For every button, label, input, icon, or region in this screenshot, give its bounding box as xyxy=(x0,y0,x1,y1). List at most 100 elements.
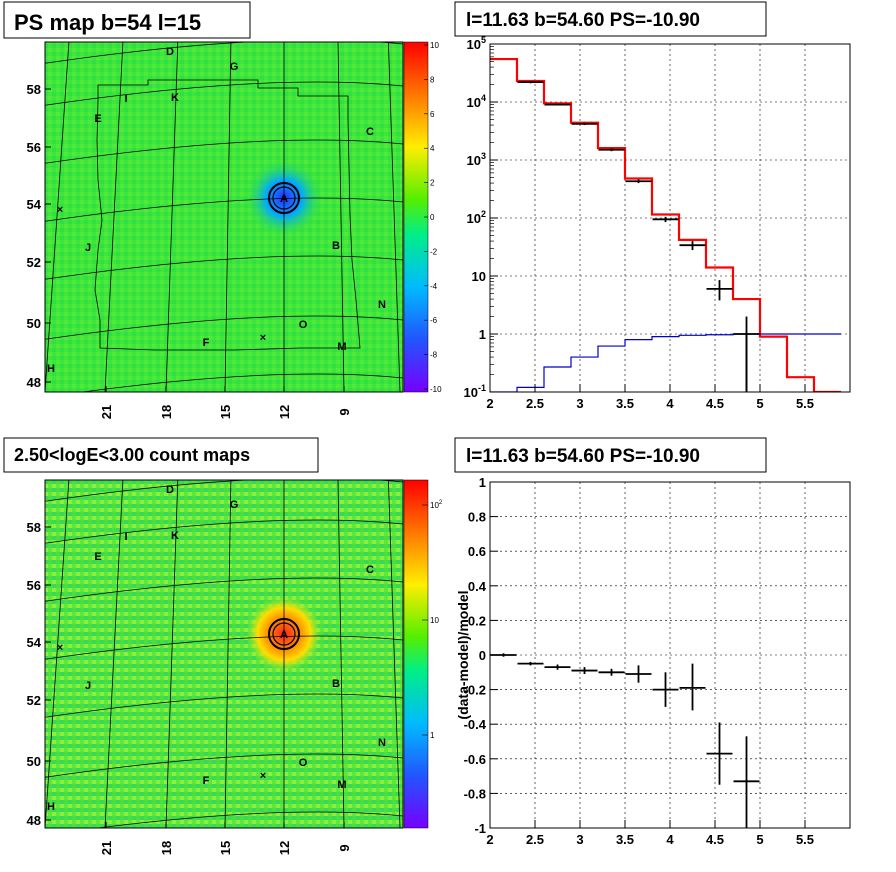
map-parallel xyxy=(45,693,403,718)
spectrum-y-tick-label: 103 xyxy=(467,151,486,168)
spectrum-background-histogram xyxy=(490,333,841,392)
residual-x-tick-label: 4 xyxy=(666,832,674,847)
spectrum-x-tick-label: 5 xyxy=(756,396,763,411)
spectrum-data-point xyxy=(517,81,544,84)
map-meridian xyxy=(337,42,345,392)
residual-data-point xyxy=(598,668,625,676)
spectrum-x-tick-label: 4.5 xyxy=(706,396,724,411)
source-label-C: C xyxy=(366,564,374,576)
source-label-D: D xyxy=(166,46,174,58)
spectrum-data-point xyxy=(679,241,706,251)
map-lat-tick-label: 52 xyxy=(27,255,41,270)
residual-y-tick-label: 0.4 xyxy=(468,579,487,594)
source-label-F: F xyxy=(203,337,210,349)
map-lat-tick-label: 52 xyxy=(27,693,41,708)
count-colorbar-tick-label: 1 xyxy=(430,731,435,740)
map-meridian xyxy=(45,42,70,392)
map-lon-tick-label: 9 xyxy=(337,844,352,851)
map-parallel xyxy=(45,197,403,222)
residual-x-tick-label: 3 xyxy=(576,832,583,847)
source-label-A: A xyxy=(280,629,288,641)
source-label-O: O xyxy=(299,319,308,331)
count-map-frame xyxy=(44,479,404,829)
residual-data-point xyxy=(625,665,652,683)
source-label-N: N xyxy=(378,299,386,311)
map-lat-tick-label: 58 xyxy=(27,520,41,535)
source-label-O: O xyxy=(299,757,308,769)
map-lon-tick-label: 21 xyxy=(99,841,114,855)
source-label-G: G xyxy=(230,499,239,511)
map-meridian xyxy=(388,42,401,392)
residual-data-point xyxy=(679,663,706,711)
ps-map-image: A B C D E F G H I J K M N O × × xyxy=(0,42,460,392)
source-label-E: E xyxy=(94,113,101,125)
residual-x-tick-label: 2.5 xyxy=(526,832,544,847)
map-lat-tick-label: 56 xyxy=(27,140,41,155)
source-label-J: J xyxy=(85,242,91,254)
map-cross-marker: × xyxy=(57,204,63,216)
spectrum-x-tick-label: 4 xyxy=(666,396,674,411)
count-colorbar-tick-label: 10 xyxy=(430,616,439,625)
source-label-K: K xyxy=(171,92,179,104)
map-meridian xyxy=(0,42,19,392)
spectrum-data-point xyxy=(706,280,733,301)
ps-colorbar-tick-label: 8 xyxy=(430,75,435,84)
source-label-H: H xyxy=(47,363,55,375)
source-label-J: J xyxy=(85,680,91,692)
count-colorbar-tick-label: 102 xyxy=(430,500,443,510)
ps-colorbar-tick-label: 4 xyxy=(430,144,435,153)
count-map-panel: 2.50<logE<3.00 count maps A B C D E F G H I J K M N O… xyxy=(3,437,443,855)
spectrum-data-point xyxy=(571,122,598,126)
ps-colorbar-tick-label: -2 xyxy=(430,247,438,256)
map-meridian xyxy=(442,42,460,392)
ps-map-frame xyxy=(44,41,404,393)
residual-data-point xyxy=(652,672,679,707)
residual-x-tick-label: 5 xyxy=(756,832,763,847)
source-label-M: M xyxy=(337,341,346,353)
spectrum-y-tick-label: 1 xyxy=(479,327,486,342)
map-lon-tick-label: 12 xyxy=(277,405,292,419)
residual-y-tick-label: -0.2 xyxy=(464,683,486,698)
source-label-B: B xyxy=(332,678,340,690)
spectrum-y-tick-label: 10-1 xyxy=(464,383,486,400)
residual-x-tick-label: 2 xyxy=(486,832,493,847)
map-parallel xyxy=(95,811,403,828)
map-lat-tick-label: 48 xyxy=(27,375,41,390)
map-lon-tick-label: 9 xyxy=(337,408,352,415)
residual-data-point xyxy=(571,667,598,675)
residual-y-axis-label: (data-model)/model xyxy=(455,590,471,719)
map-parallel xyxy=(45,255,403,280)
map-lat-tick-label: 48 xyxy=(27,813,41,828)
map-lat-tick-label: 56 xyxy=(27,578,41,593)
spectrum-title-box xyxy=(454,1,767,37)
map-lon-tick-label: 15 xyxy=(218,405,233,419)
count-map-title-box xyxy=(3,437,319,473)
map-meridian xyxy=(165,480,179,828)
spectrum-x-tick-label: 2 xyxy=(486,396,493,411)
map-meridian xyxy=(104,480,124,828)
residual-data-point xyxy=(706,722,733,785)
map-lat-tick-label: 54 xyxy=(27,635,42,650)
map-parallel xyxy=(45,577,403,602)
spectrum-x-tick-label: 5.5 xyxy=(796,396,814,411)
source-label-B: B xyxy=(332,240,340,252)
map-lat-tick-label: 50 xyxy=(27,316,41,331)
spectrum-y-tick-label: 104 xyxy=(467,93,486,110)
residual-data-point xyxy=(544,664,571,670)
ps-colorbar-tick-label: -8 xyxy=(430,351,438,360)
source-label-I: I xyxy=(124,93,127,105)
ps-colorbar-tick-label: -4 xyxy=(430,282,438,291)
spectrum-x-tick-label: 3.5 xyxy=(616,396,634,411)
source-label-I: I xyxy=(124,531,127,543)
residual-y-tick-label: -0.8 xyxy=(464,786,486,801)
map-parallel xyxy=(45,635,403,660)
ps-map-roi-outline xyxy=(94,79,361,351)
residual-data-point xyxy=(733,736,760,828)
spectrum-x-tick-label: 2.5 xyxy=(526,396,544,411)
spectrum-y-tick-label: 102 xyxy=(467,209,486,226)
map-lat-tick-label: 54 xyxy=(27,197,42,212)
map-meridian xyxy=(45,480,70,828)
residual-x-tick-label: 5.5 xyxy=(796,832,814,847)
count-map-source-circle xyxy=(268,618,300,650)
source-label-G: G xyxy=(230,61,239,73)
